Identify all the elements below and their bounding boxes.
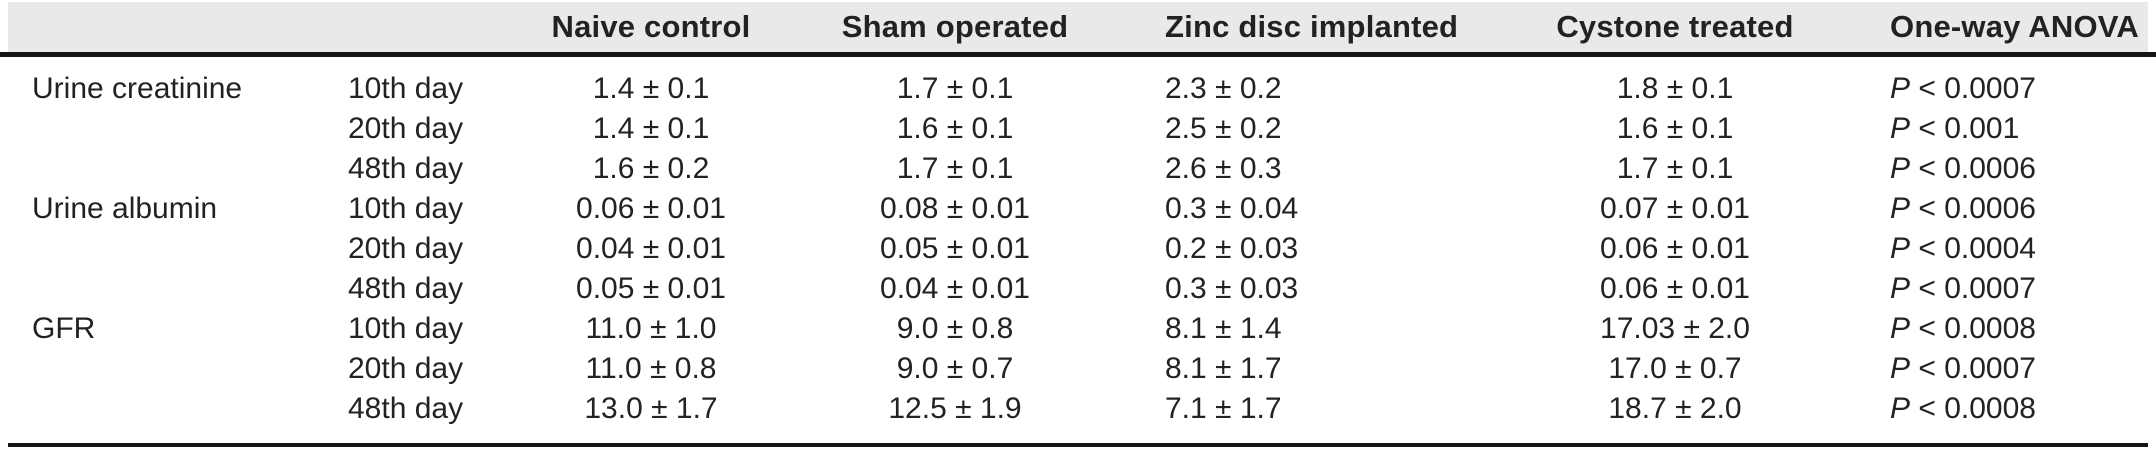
p-value-symbol: P <box>1890 72 1911 105</box>
cell-sham-operated: 9.0 ± 0.8 <box>896 312 1014 345</box>
cell-zinc-disc-implanted: 2.3 ± 0.2 <box>1165 72 1282 105</box>
cell-day: 20th day <box>348 352 464 385</box>
cell-cystone-treated: 17.03 ± 2.0 <box>1600 312 1750 345</box>
column-header-sham-operated: Sham operated <box>841 9 1069 44</box>
cell-one-way-anova: P < 0.0008 <box>1890 312 2036 345</box>
header-divider-rule <box>0 52 2156 57</box>
cell-naive-control: 1.4 ± 0.1 <box>592 72 710 105</box>
cell-sham-operated: 1.7 ± 0.1 <box>896 72 1014 105</box>
cell-naive-control: 0.05 ± 0.01 <box>576 272 726 305</box>
cell-parameter: GFR <box>32 312 96 345</box>
cell-cystone-treated: 17.0 ± 0.7 <box>1608 352 1742 385</box>
table-row: 20th day 1.4 ± 0.1 1.6 ± 0.1 2.5 ± 0.2 1.6 ±… <box>0 109 2156 149</box>
cell-cystone-treated: 1.8 ± 0.1 <box>1616 72 1734 105</box>
cell-day: 48th day <box>348 152 464 185</box>
cell-parameter: Urine creatinine <box>32 72 243 105</box>
column-header-cystone-treated: Cystone treated <box>1556 9 1794 44</box>
cell-sham-operated: 1.6 ± 0.1 <box>896 112 1014 145</box>
cell-day: 20th day <box>348 232 464 265</box>
cell-one-way-anova: P < 0.0006 <box>1890 192 2036 225</box>
cell-one-way-anova: P < 0.0007 <box>1890 72 2036 105</box>
cell-day: 48th day <box>348 392 464 425</box>
cell-zinc-disc-implanted: 2.5 ± 0.2 <box>1165 112 1282 145</box>
cell-one-way-anova: P < 0.001 <box>1890 112 2020 145</box>
p-value-symbol: P <box>1890 152 1911 185</box>
cell-naive-control: 0.04 ± 0.01 <box>576 232 726 265</box>
table-row: 48th day 13.0 ± 1.7 12.5 ± 1.9 7.1 ± 1.7 18.… <box>0 389 2156 429</box>
table-row: Urine albumin 10th day 0.06 ± 0.01 0.08 ± 0… <box>0 189 2156 229</box>
cell-cystone-treated: 0.07 ± 0.01 <box>1600 192 1750 225</box>
table-row: GFR 10th day 11.0 ± 1.0 9.0 ± 0.8 8.1 ± 1.4 1… <box>0 309 2156 349</box>
cell-day: 10th day <box>348 312 464 345</box>
column-header-one-way-anova: One-way ANOVA <box>1890 9 2139 44</box>
table-body: Urine creatinine 10th day 1.4 ± 0.1 1.7 ± 0… <box>0 57 2156 429</box>
cell-sham-operated: 0.05 ± 0.01 <box>880 232 1030 265</box>
column-header-naive-control: Naive control <box>551 9 751 44</box>
cell-day: 10th day <box>348 192 464 225</box>
cell-naive-control: 0.06 ± 0.01 <box>576 192 726 225</box>
cell-naive-control: 1.6 ± 0.2 <box>592 152 710 185</box>
cell-cystone-treated: 18.7 ± 2.0 <box>1608 392 1742 425</box>
cell-cystone-treated: 1.6 ± 0.1 <box>1616 112 1734 145</box>
cell-day: 10th day <box>348 72 464 105</box>
p-value-symbol: P <box>1890 272 1911 305</box>
cell-zinc-disc-implanted: 0.2 ± 0.03 <box>1165 232 1299 265</box>
cell-day: 48th day <box>348 272 464 305</box>
table-row: Urine creatinine 10th day 1.4 ± 0.1 1.7 ± 0… <box>0 69 2156 109</box>
cell-sham-operated: 1.7 ± 0.1 <box>896 152 1014 185</box>
cell-one-way-anova: P < 0.0007 <box>1890 352 2036 385</box>
p-value-symbol: P <box>1890 392 1911 425</box>
cell-zinc-disc-implanted: 8.1 ± 1.4 <box>1165 312 1282 345</box>
cell-naive-control: 1.4 ± 0.1 <box>592 112 710 145</box>
table-row: 20th day 11.0 ± 0.8 9.0 ± 0.7 8.1 ± 1.7 17.0… <box>0 349 2156 389</box>
cell-day: 20th day <box>348 112 464 145</box>
cell-sham-operated: 12.5 ± 1.9 <box>888 392 1022 425</box>
cell-sham-operated: 9.0 ± 0.7 <box>896 352 1014 385</box>
p-value-symbol: P <box>1890 232 1911 265</box>
cell-zinc-disc-implanted: 2.6 ± 0.3 <box>1165 152 1282 185</box>
p-value-symbol: P <box>1890 112 1911 145</box>
p-value-symbol: P <box>1890 192 1911 225</box>
cell-zinc-disc-implanted: 0.3 ± 0.04 <box>1165 192 1299 225</box>
table-row: 48th day 1.6 ± 0.2 1.7 ± 0.1 2.6 ± 0.3 1.7 ±… <box>0 149 2156 189</box>
table-bottom-rule <box>8 443 2148 447</box>
cell-zinc-disc-implanted: 0.3 ± 0.03 <box>1165 272 1299 305</box>
cell-one-way-anova: P < 0.0008 <box>1890 392 2036 425</box>
table-header-row: Naive control Sham operated Zinc disc im… <box>0 2 2156 52</box>
cell-naive-control: 11.0 ± 0.8 <box>585 352 717 385</box>
cell-one-way-anova: P < 0.0006 <box>1890 152 2036 185</box>
table-row: 48th day 0.05 ± 0.01 0.04 ± 0.01 0.3 ± 0.03… <box>0 269 2156 309</box>
cell-one-way-anova: P < 0.0004 <box>1890 232 2036 265</box>
cell-naive-control: 13.0 ± 1.7 <box>584 392 718 425</box>
column-header-zinc-disc-implanted: Zinc disc implanted <box>1165 9 1459 44</box>
p-value-symbol: P <box>1890 312 1911 345</box>
cell-sham-operated: 0.08 ± 0.01 <box>880 192 1030 225</box>
cell-one-way-anova: P < 0.0007 <box>1890 272 2036 305</box>
cell-cystone-treated: 0.06 ± 0.01 <box>1600 272 1750 305</box>
cell-cystone-treated: 0.06 ± 0.01 <box>1600 232 1750 265</box>
cell-sham-operated: 0.04 ± 0.01 <box>880 272 1030 305</box>
cell-parameter: Urine albumin <box>32 192 218 225</box>
cell-zinc-disc-implanted: 7.1 ± 1.7 <box>1165 392 1282 425</box>
p-value-symbol: P <box>1890 352 1911 385</box>
cell-naive-control: 11.0 ± 1.0 <box>585 312 717 345</box>
table-row: 20th day 0.04 ± 0.01 0.05 ± 0.01 0.2 ± 0.03… <box>0 229 2156 269</box>
cell-cystone-treated: 1.7 ± 0.1 <box>1616 152 1734 185</box>
cell-zinc-disc-implanted: 8.1 ± 1.7 <box>1165 352 1282 385</box>
